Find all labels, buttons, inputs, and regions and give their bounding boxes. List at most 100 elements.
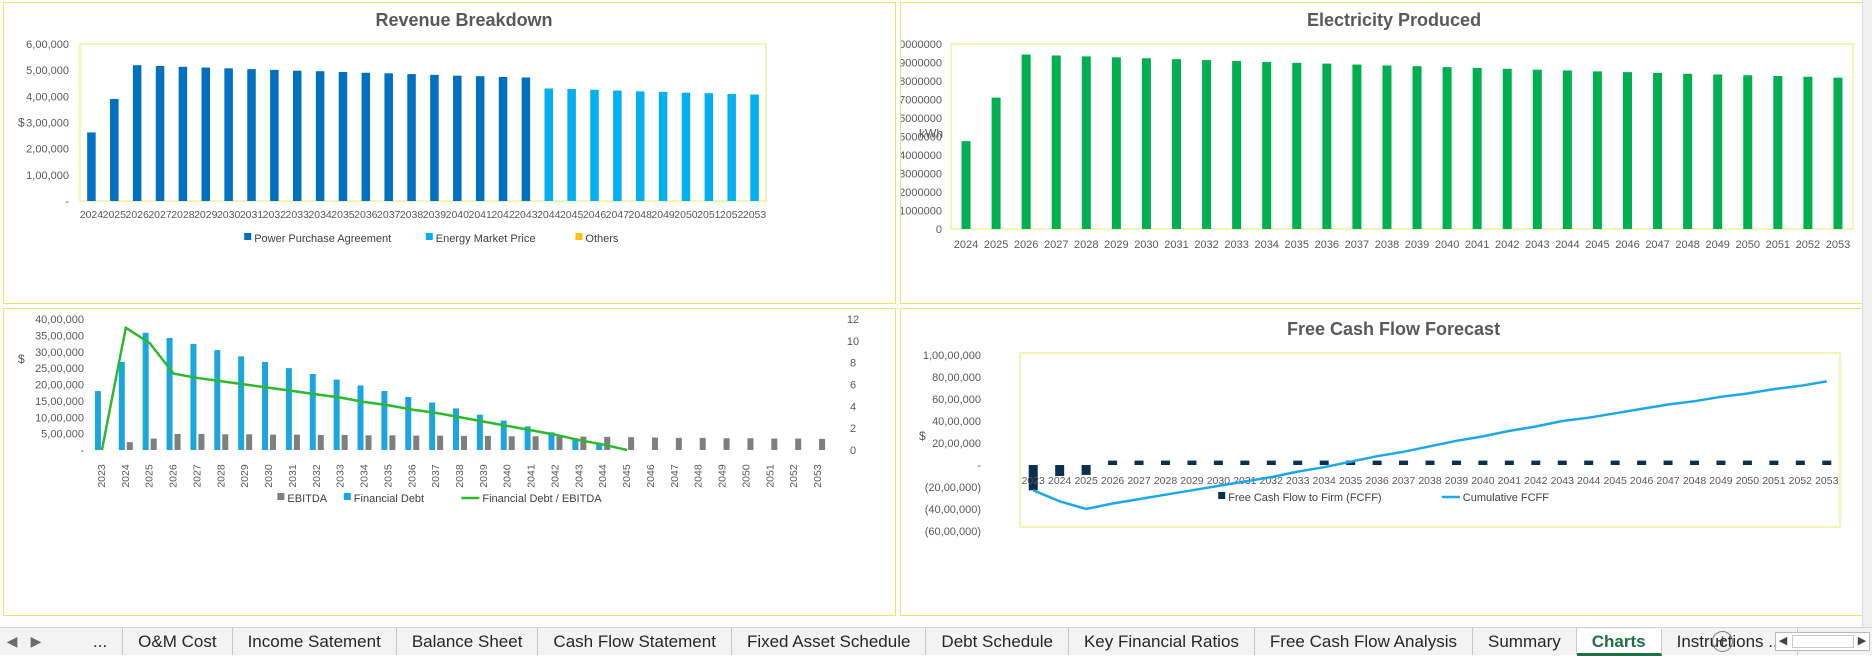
legend-swatch: [575, 233, 583, 240]
x-tick-label: 2027: [191, 464, 203, 488]
legend-label: Cumulative FCFF: [1463, 492, 1549, 504]
bar-ebitda: [293, 434, 300, 450]
bar-power-purchase-agreement: [453, 75, 462, 201]
x-tick-label: 2037: [1345, 239, 1369, 251]
x-tick-label: 2029: [194, 209, 218, 221]
bar-ebitda: [341, 434, 348, 450]
bar-power-purchase-agreement: [110, 98, 119, 201]
bar-ebitda: [819, 438, 826, 450]
y-tick-label: 8000000: [901, 76, 942, 88]
bar-financial-debt: [476, 414, 483, 450]
horizontal-scrollbar[interactable]: ◀ ▶: [1775, 632, 1870, 651]
scroll-left-icon[interactable]: ◀: [1778, 635, 1788, 647]
y-tick-label: -: [65, 196, 69, 208]
sheet-tab-more[interactable]: ...: [78, 628, 124, 655]
bar-electricity: [1412, 66, 1422, 229]
free-cash-flow-chart[interactable]: Free Cash Flow Forecast $ (60,00,000) (40,0…: [900, 308, 1868, 616]
x-tick-label: 2049: [1705, 239, 1729, 251]
x-tick-label: 2037: [377, 209, 401, 221]
legend-swatch: [1218, 492, 1226, 499]
chart-title: Revenue Breakdown: [376, 10, 553, 30]
x-tick-label: 2046: [1615, 239, 1639, 251]
bar-financial-debt: [166, 337, 173, 450]
bar-fcff: [1240, 460, 1250, 465]
x-tick-label: 2033: [286, 209, 310, 221]
bar-power-purchase-agreement: [87, 132, 96, 201]
sheet-tab-cash-flow-statement[interactable]: Cash Flow Statement: [538, 628, 732, 655]
bar-power-purchase-agreement: [132, 65, 142, 201]
bar-financial-debt: [118, 361, 125, 450]
x-tick-label: 2046: [583, 209, 607, 221]
sheet-tab-summary[interactable]: Summary: [1473, 628, 1577, 655]
y-tick-label: 1000000: [901, 206, 942, 218]
x-tick-label: 2025: [984, 239, 1008, 251]
bar-electricity: [1623, 72, 1632, 230]
y-tick-label: 7000000: [901, 95, 942, 107]
y-tick-label: 0: [936, 224, 942, 236]
x-tick-label: 2035: [1285, 239, 1309, 251]
bar-energy-market-price: [658, 91, 668, 201]
bar-electricity: [1051, 55, 1061, 229]
x-tick-label: 2043: [514, 209, 538, 221]
x-tick-label: 2035: [331, 209, 355, 221]
scroll-thumb[interactable]: [1792, 635, 1854, 648]
x-tick-label: 2033: [1224, 239, 1248, 251]
revenue-breakdown-chart[interactable]: Revenue Breakdown $ - 1,00,000 2,00,000 3,00,…: [3, 2, 896, 304]
x-tick-label: 2026: [168, 464, 180, 488]
bar-financial-debt: [238, 356, 245, 450]
y2-tick-label: 2: [850, 423, 856, 435]
x-tick-label: 2025: [103, 209, 127, 221]
legend-label: Free Cash Flow to Firm (FCFF): [1228, 492, 1381, 504]
bar-electricity: [1141, 58, 1151, 230]
x-tick-label: 2028: [1154, 475, 1178, 487]
triangle-left-icon[interactable]: ◀: [6, 633, 18, 649]
x-tick-label: 2053: [1826, 239, 1850, 251]
y-tick-label: 60,00,000: [932, 394, 981, 406]
sheet-tab-bar: ◀ ▶ ... O&M Cost Income Satement Balance Sh…: [0, 627, 1872, 656]
legend-label: Power Purchase Agreement: [254, 233, 391, 245]
bar-ebitda: [413, 435, 420, 450]
x-tick-label: 2046: [1630, 475, 1654, 487]
sheet-tab-free-cash-flow-analysis[interactable]: Free Cash Flow Analysis: [1255, 628, 1473, 655]
bar-electricity: [1262, 61, 1272, 229]
x-tick-label: 2045: [1585, 239, 1609, 251]
y2-tick-label: 8: [850, 358, 856, 370]
bar-ebitda: [198, 433, 205, 450]
x-tick-label: 2042: [549, 464, 561, 488]
x-tick-label: 2028: [171, 209, 195, 221]
bar-electricity: [1442, 67, 1452, 229]
y2-tick-label: 0: [850, 445, 856, 457]
bar-electricity: [1653, 72, 1663, 229]
sheet-tab-charts[interactable]: Charts: [1576, 629, 1662, 656]
debt-ebitda-chart[interactable]: $ - 5,00,000 10,00,000 15,00,000 20,00,000 25,…: [3, 308, 896, 616]
bar-power-purchase-agreement: [178, 66, 188, 201]
electricity-produced-svg: Electricity Produced kWh 0 1000000 2000000 30…: [901, 10, 1854, 251]
sheet-tab-key-financial-ratios[interactable]: Key Financial Ratios: [1069, 628, 1255, 655]
x-tick-label: 2048: [693, 464, 705, 488]
bar-fcff: [1160, 460, 1170, 465]
x-tick-label: 2035: [382, 464, 394, 488]
x-tick-label: 2040: [1435, 239, 1459, 251]
sheet-tab-balance-sheet[interactable]: Balance Sheet: [397, 628, 539, 655]
bar-ebitda: [270, 434, 277, 450]
sheet-tab-o-m-cost[interactable]: O&M Cost: [123, 628, 233, 655]
bar-electricity: [1803, 76, 1813, 230]
triangle-right-icon[interactable]: ▶: [30, 633, 42, 649]
y-tick-label: 5,00,000: [41, 429, 84, 441]
bar-financial-debt: [548, 432, 555, 450]
bar-power-purchase-agreement: [247, 69, 256, 202]
x-tick-label: 2039: [1445, 475, 1469, 487]
bar-ebitda: [484, 435, 491, 450]
bar-electricity: [1562, 70, 1572, 229]
sheet-tab-debt-schedule[interactable]: Debt Schedule: [926, 628, 1069, 655]
x-tick-label: 2027: [148, 209, 172, 221]
sheet-tab-income-satement[interactable]: Income Satement: [233, 628, 397, 655]
plus-circle-icon[interactable]: +: [1712, 631, 1733, 652]
x-tick-label: 2041: [1465, 239, 1489, 251]
electricity-produced-chart[interactable]: Electricity Produced kWh 0 1000000 2000000 30…: [900, 2, 1868, 304]
bar-fcff: [1504, 460, 1514, 465]
y-tick-label: 6000000: [901, 113, 942, 125]
scroll-right-icon[interactable]: ▶: [1857, 635, 1867, 647]
y2-tick-label: 12: [847, 314, 859, 326]
sheet-tab-fixed-asset-schedule[interactable]: Fixed Asset Schedule: [732, 628, 927, 655]
